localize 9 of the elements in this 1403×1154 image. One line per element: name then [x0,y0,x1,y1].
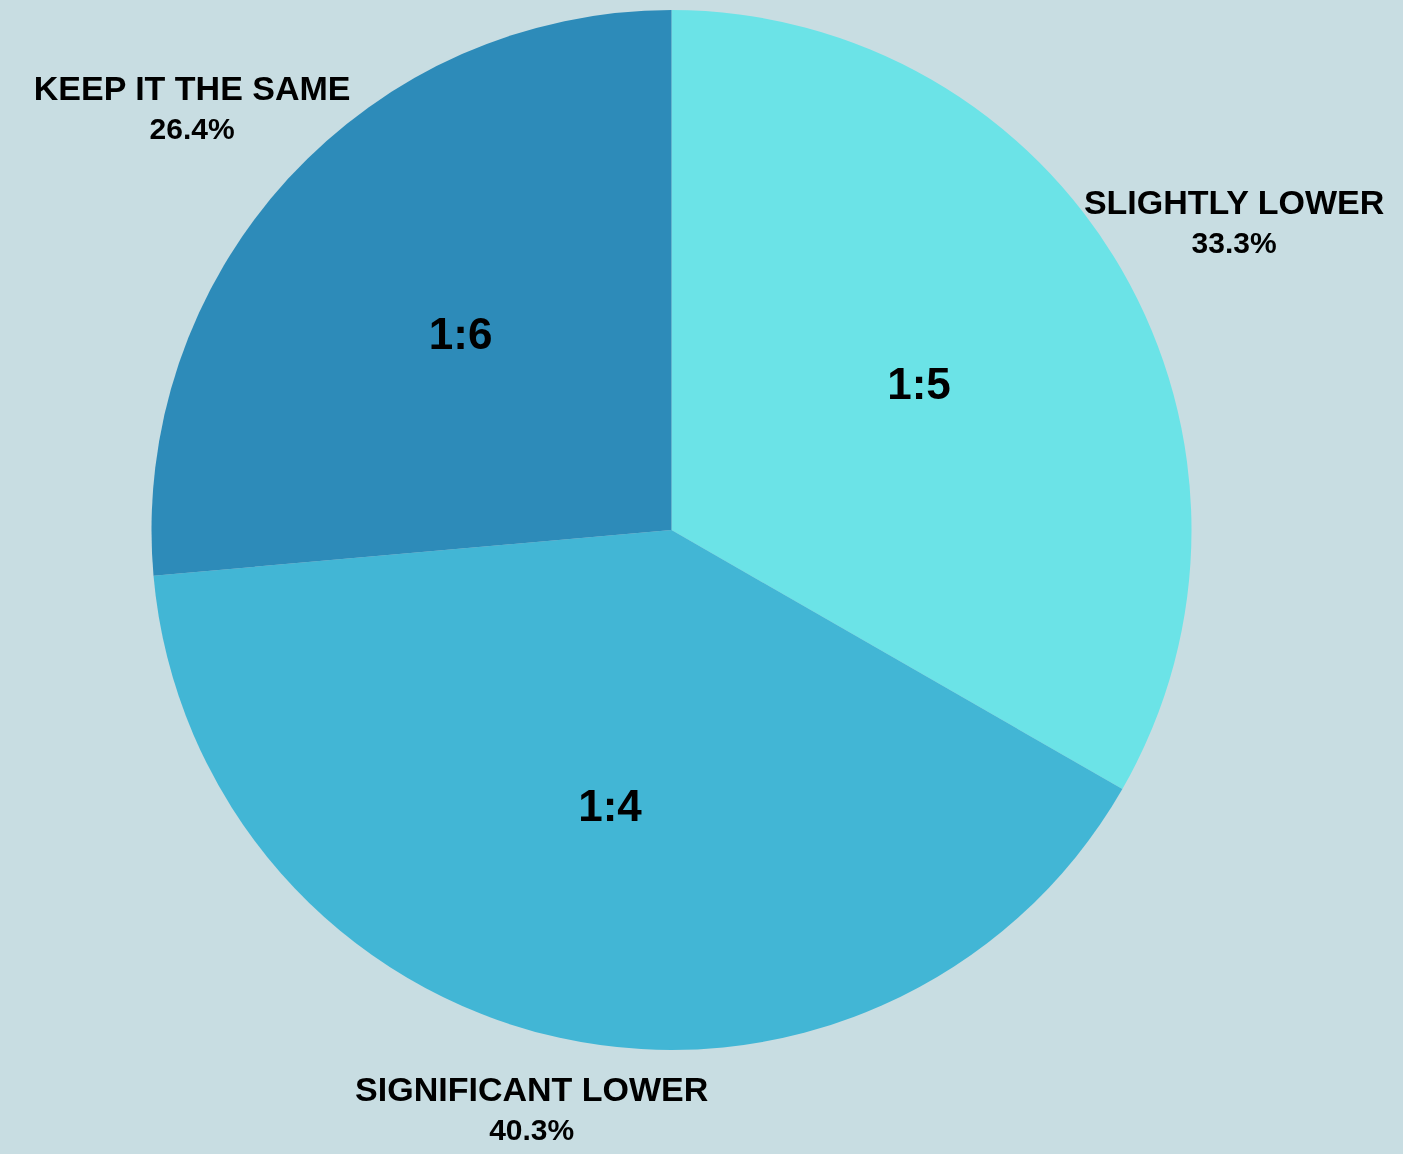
text: 1:5 [887,358,951,408]
data-label: 40.3% [489,1113,575,1147]
slice-label: SLIGHTLY LOWER [1083,182,1385,221]
slice-label: KEEP IT THE SAME [33,69,351,108]
data-label: 26.4% [149,112,235,146]
data-label: 33.3% [1191,225,1277,259]
text: 1:4 [578,781,643,831]
text: 1:6 [428,309,493,358]
slice-label: SIGNIFICANT LOWER [355,1070,709,1109]
